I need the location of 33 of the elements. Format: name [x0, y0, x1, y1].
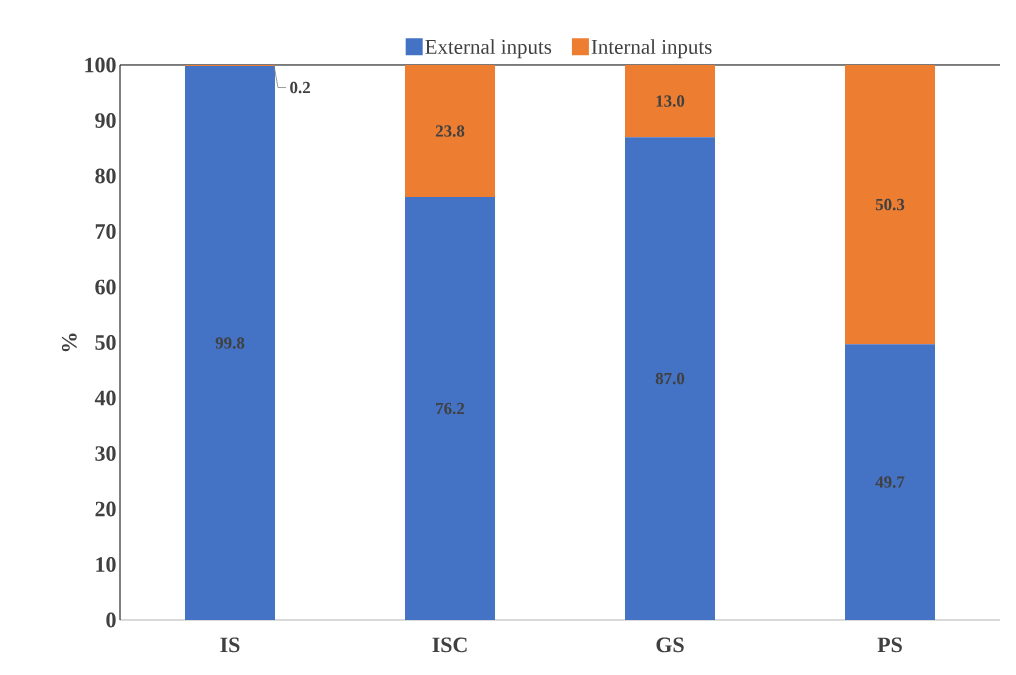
y-tick-label: 10: [96, 557, 116, 572]
x-tick-label: PS: [877, 637, 902, 653]
bar: [185, 66, 276, 620]
y-tick-label: 70: [95, 224, 116, 239]
y-tick-label: 30: [95, 446, 116, 461]
y-tick-label: 60: [95, 279, 116, 295]
data-label: 13.0: [656, 95, 685, 107]
bar: [405, 64, 496, 198]
y-tick-label: 80: [95, 168, 116, 184]
data-label: 0.2: [290, 81, 310, 94]
y-tick-label: 90: [95, 113, 116, 128]
x-tick-label: GS: [656, 637, 684, 653]
legend-label: Internal inputs: [591, 39, 712, 59]
y-tick-label: 100: [85, 57, 116, 73]
x-tick-label: ISC: [432, 637, 467, 653]
bar: [625, 64, 716, 138]
bar: [405, 197, 496, 620]
y-tick-label: 40: [94, 390, 116, 406]
bar: [845, 64, 936, 345]
data-label: 99.8: [215, 337, 245, 349]
bar: [625, 137, 716, 620]
data-label: 76.2: [436, 402, 465, 415]
data-label: 23.8: [435, 125, 465, 137]
data-label: 49.7: [875, 476, 905, 488]
x-tick-label: IS: [220, 637, 240, 653]
y-tick-label: 20: [95, 501, 116, 517]
y-axis-title: %: [61, 333, 77, 352]
data-label: 50.3: [875, 198, 905, 211]
y-tick-label: 50: [95, 335, 116, 350]
bar: [845, 344, 936, 620]
y-tick-label: 0: [106, 612, 116, 628]
data-label: 87.0: [655, 372, 685, 385]
legend-label: External inputs: [425, 39, 552, 59]
